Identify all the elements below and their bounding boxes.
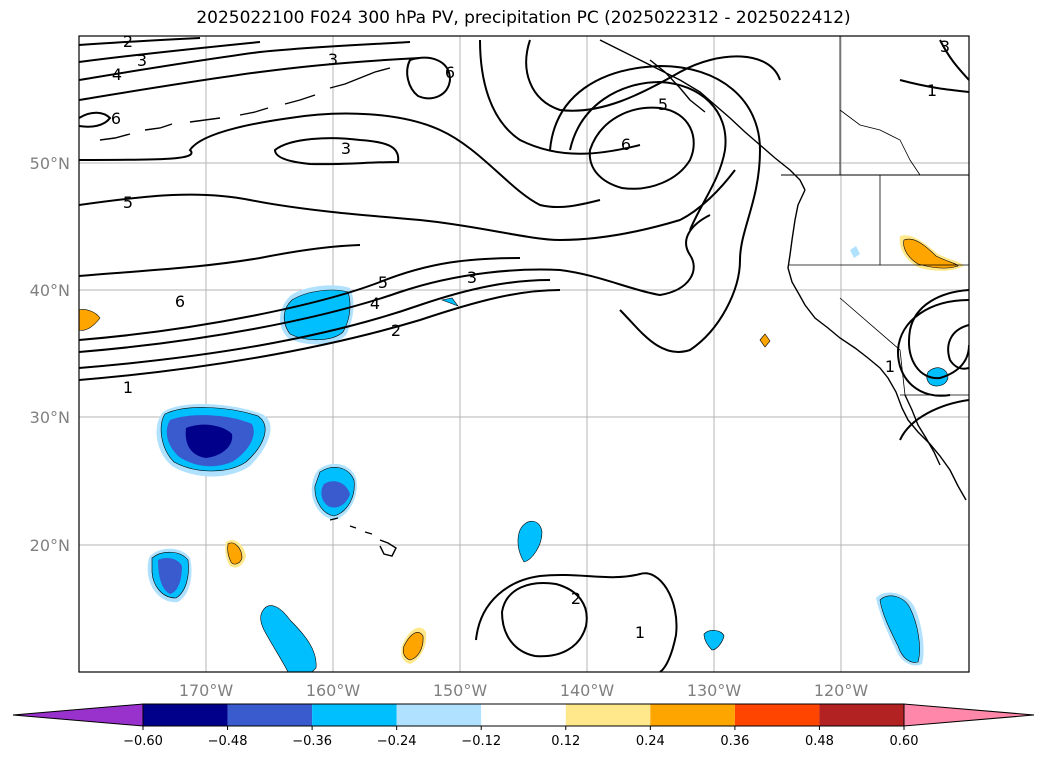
lon-label: 160°W	[306, 681, 361, 700]
pv-contour-label: 3	[467, 268, 477, 287]
pv-contour-label: 6	[445, 63, 455, 82]
pv-contour-label: 6	[111, 109, 121, 128]
pv-contour-label: 5	[658, 95, 668, 114]
pv-contour-label: 3	[328, 50, 338, 69]
pv-contour-label: 2	[123, 32, 133, 51]
lon-label: 170°W	[179, 681, 234, 700]
pv-contour-label: 2	[391, 321, 401, 340]
map-title: 2025022100 F024 300 hPa PV, precipitatio…	[196, 8, 851, 28]
pv-contour-label: 4	[112, 65, 122, 84]
colorbar-segment	[734, 704, 820, 726]
lat-label: 50°N	[30, 154, 70, 173]
latitude-labels: 50°N 40°N 30°N 20°N	[30, 154, 70, 555]
map-panel	[79, 36, 969, 672]
colorbar-segment	[143, 704, 228, 726]
colorbar-segment	[650, 704, 735, 726]
pv-contour-label: 2	[571, 589, 581, 608]
pv-contour-label: 3	[137, 51, 147, 70]
colorbar-tick-label: 0.36	[720, 734, 749, 749]
pv-contour-label: 5	[123, 193, 133, 212]
colorbar-segment	[227, 704, 313, 726]
colorbar-extend-high	[903, 703, 1035, 727]
colorbar-segment	[312, 704, 397, 726]
colorbar-tick-label: −0.12	[461, 734, 501, 749]
colorbar-segment	[565, 704, 651, 726]
lat-label: 20°N	[30, 536, 70, 555]
lon-label: 120°W	[814, 681, 869, 700]
pv-contours	[79, 37, 969, 672]
colorbar-tick-label: 0.12	[551, 734, 580, 749]
colorbar-tick-label: 0.48	[805, 734, 834, 749]
colorbar-tick-label: −0.36	[292, 734, 332, 749]
pv-contour-label: 1	[885, 357, 895, 376]
longitude-labels: 170°W 160°W 150°W 140°W 130°W 120°W	[179, 681, 869, 700]
pv-contour-label: 6	[621, 135, 631, 154]
coastlines	[99, 36, 969, 557]
colorbar-segment	[819, 704, 904, 726]
lon-label: 140°W	[560, 681, 615, 700]
pv-contour-label: 3	[341, 139, 351, 158]
lat-label: 40°N	[30, 281, 70, 300]
pv-contour-labels: 2 3 4 6 3 6 5 6 3 5 6 5 4 3 2 1 1 3 1 2 …	[111, 32, 950, 642]
pv-contour-label: 5	[378, 273, 388, 292]
lat-label: 30°N	[30, 408, 70, 427]
pv-contour-label: 1	[123, 378, 133, 397]
colorbar-tick-label: −0.24	[377, 734, 417, 749]
pv-contour-label: 1	[927, 81, 937, 100]
map-frame	[78, 35, 970, 673]
lon-label: 150°W	[433, 681, 488, 700]
pv-contour-label: 6	[175, 292, 185, 311]
colorbar-tick-label: 0.24	[636, 734, 665, 749]
colorbar-frame	[142, 703, 905, 727]
pv-contour-label: 1	[635, 623, 645, 642]
colorbar-segment	[481, 704, 566, 726]
pv-contour-label: 4	[370, 294, 380, 313]
colorbar-segment	[396, 704, 482, 726]
colorbar-tick-label: 0.60	[890, 734, 919, 749]
lon-label: 130°W	[687, 681, 742, 700]
colorbar: −0.60 −0.48 −0.36 −0.24 −0.12 0.12 0.24 0.36 0.4…	[12, 703, 1035, 749]
colorbar-extend-low	[12, 703, 144, 727]
colorbar-tick-label: −0.48	[208, 734, 248, 749]
pv-contour-label: 3	[940, 37, 950, 56]
colorbar-tick-label: −0.60	[123, 734, 163, 749]
